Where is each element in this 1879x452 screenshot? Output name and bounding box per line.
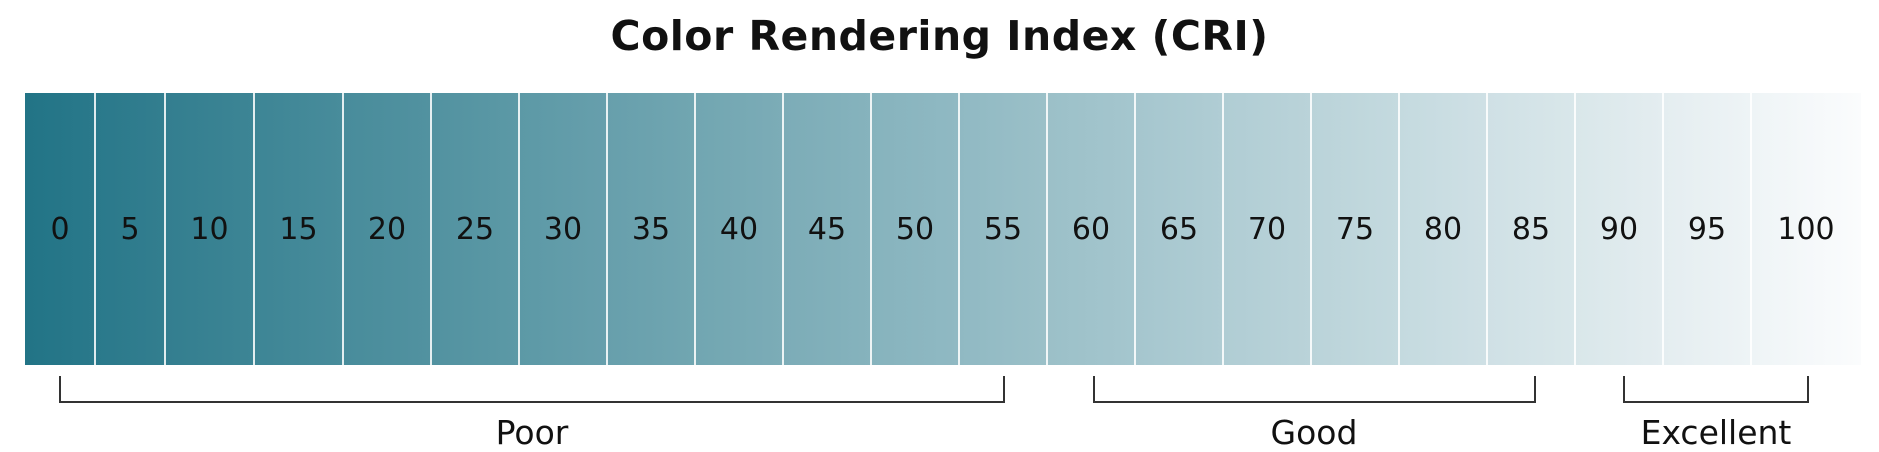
segment-divider — [958, 93, 960, 365]
scale-value-label: 20 — [367, 211, 407, 247]
scale-segment-10: 10 — [165, 93, 254, 365]
scale-segment-30: 30 — [519, 93, 607, 365]
scale-value-label: 40 — [719, 211, 759, 247]
segment-divider — [94, 93, 96, 365]
scale-value-label: 95 — [1687, 211, 1727, 247]
scale-value-label: 60 — [1071, 211, 1111, 247]
scale-value-label: 10 — [190, 211, 229, 247]
segment-divider — [342, 93, 344, 365]
scale-value-label: 35 — [631, 211, 671, 247]
segment-divider — [694, 93, 696, 365]
segment-divider — [1222, 93, 1224, 365]
segment-divider — [1750, 93, 1752, 365]
scale-segment-65: 65 — [1135, 93, 1223, 365]
scale-segment-50: 50 — [871, 93, 959, 365]
segment-divider — [606, 93, 608, 365]
scale-segment-20: 20 — [343, 93, 431, 365]
scale-value-label: 25 — [455, 211, 495, 247]
range-label-good: Good — [1270, 413, 1358, 452]
scale-value-label: 5 — [120, 211, 140, 247]
scale-segment-70: 70 — [1223, 93, 1311, 365]
segment-divider — [253, 93, 255, 365]
scale-value-label: 55 — [983, 211, 1023, 247]
segment-divider — [1486, 93, 1488, 365]
diagram-title: Color Rendering Index (CRI) — [610, 12, 1269, 60]
scale-value-label: 80 — [1423, 211, 1463, 247]
scale-value-label: 45 — [807, 211, 847, 247]
bracket-poor — [59, 376, 1005, 403]
segment-divider — [164, 93, 166, 365]
segment-divider — [870, 93, 872, 365]
scale-segment-85: 85 — [1487, 93, 1575, 365]
scale-segment-40: 40 — [695, 93, 783, 365]
segment-divider — [1662, 93, 1664, 365]
bracket-excellent — [1623, 376, 1809, 403]
scale-segment-15: 15 — [254, 93, 343, 365]
range-label-excellent: Excellent — [1640, 413, 1792, 452]
segment-divider — [518, 93, 520, 365]
cri-scale-bar: 0 5 10 15 20 25 30 35 40 45 50 55 60 65 70 75 80 85 90 95 10… — [25, 93, 1861, 365]
segment-divider — [782, 93, 784, 365]
scale-value-label: 30 — [543, 211, 583, 247]
scale-segment-55: 55 — [959, 93, 1047, 365]
segment-divider — [1398, 93, 1400, 365]
scale-segment-100: 100 — [1751, 93, 1861, 365]
scale-segment-25: 25 — [431, 93, 519, 365]
segment-divider — [430, 93, 432, 365]
bracket-good — [1093, 376, 1536, 403]
scale-value-label: 75 — [1335, 211, 1375, 247]
scale-segment-5: 5 — [95, 93, 165, 365]
scale-value-label: 85 — [1511, 211, 1551, 247]
scale-segment-75: 75 — [1311, 93, 1399, 365]
scale-value-label: 0 — [50, 211, 70, 247]
scale-segment-35: 35 — [607, 93, 695, 365]
segment-divider — [1046, 93, 1048, 365]
scale-segment-60: 60 — [1047, 93, 1135, 365]
segment-divider — [1574, 93, 1576, 365]
scale-value-label: 100 — [1777, 211, 1835, 247]
scale-value-label: 65 — [1159, 211, 1199, 247]
scale-value-label: 15 — [279, 211, 318, 247]
scale-segment-90: 90 — [1575, 93, 1663, 365]
scale-value-label: 70 — [1247, 211, 1287, 247]
scale-segment-45: 45 — [783, 93, 871, 365]
scale-value-label: 90 — [1599, 211, 1639, 247]
range-label-poor: Poor — [495, 413, 569, 452]
scale-segment-0: 0 — [25, 93, 95, 365]
scale-segment-95: 95 — [1663, 93, 1751, 365]
segment-divider — [1134, 93, 1136, 365]
scale-segment-80: 80 — [1399, 93, 1487, 365]
segment-divider — [1310, 93, 1312, 365]
scale-value-label: 50 — [895, 211, 935, 247]
